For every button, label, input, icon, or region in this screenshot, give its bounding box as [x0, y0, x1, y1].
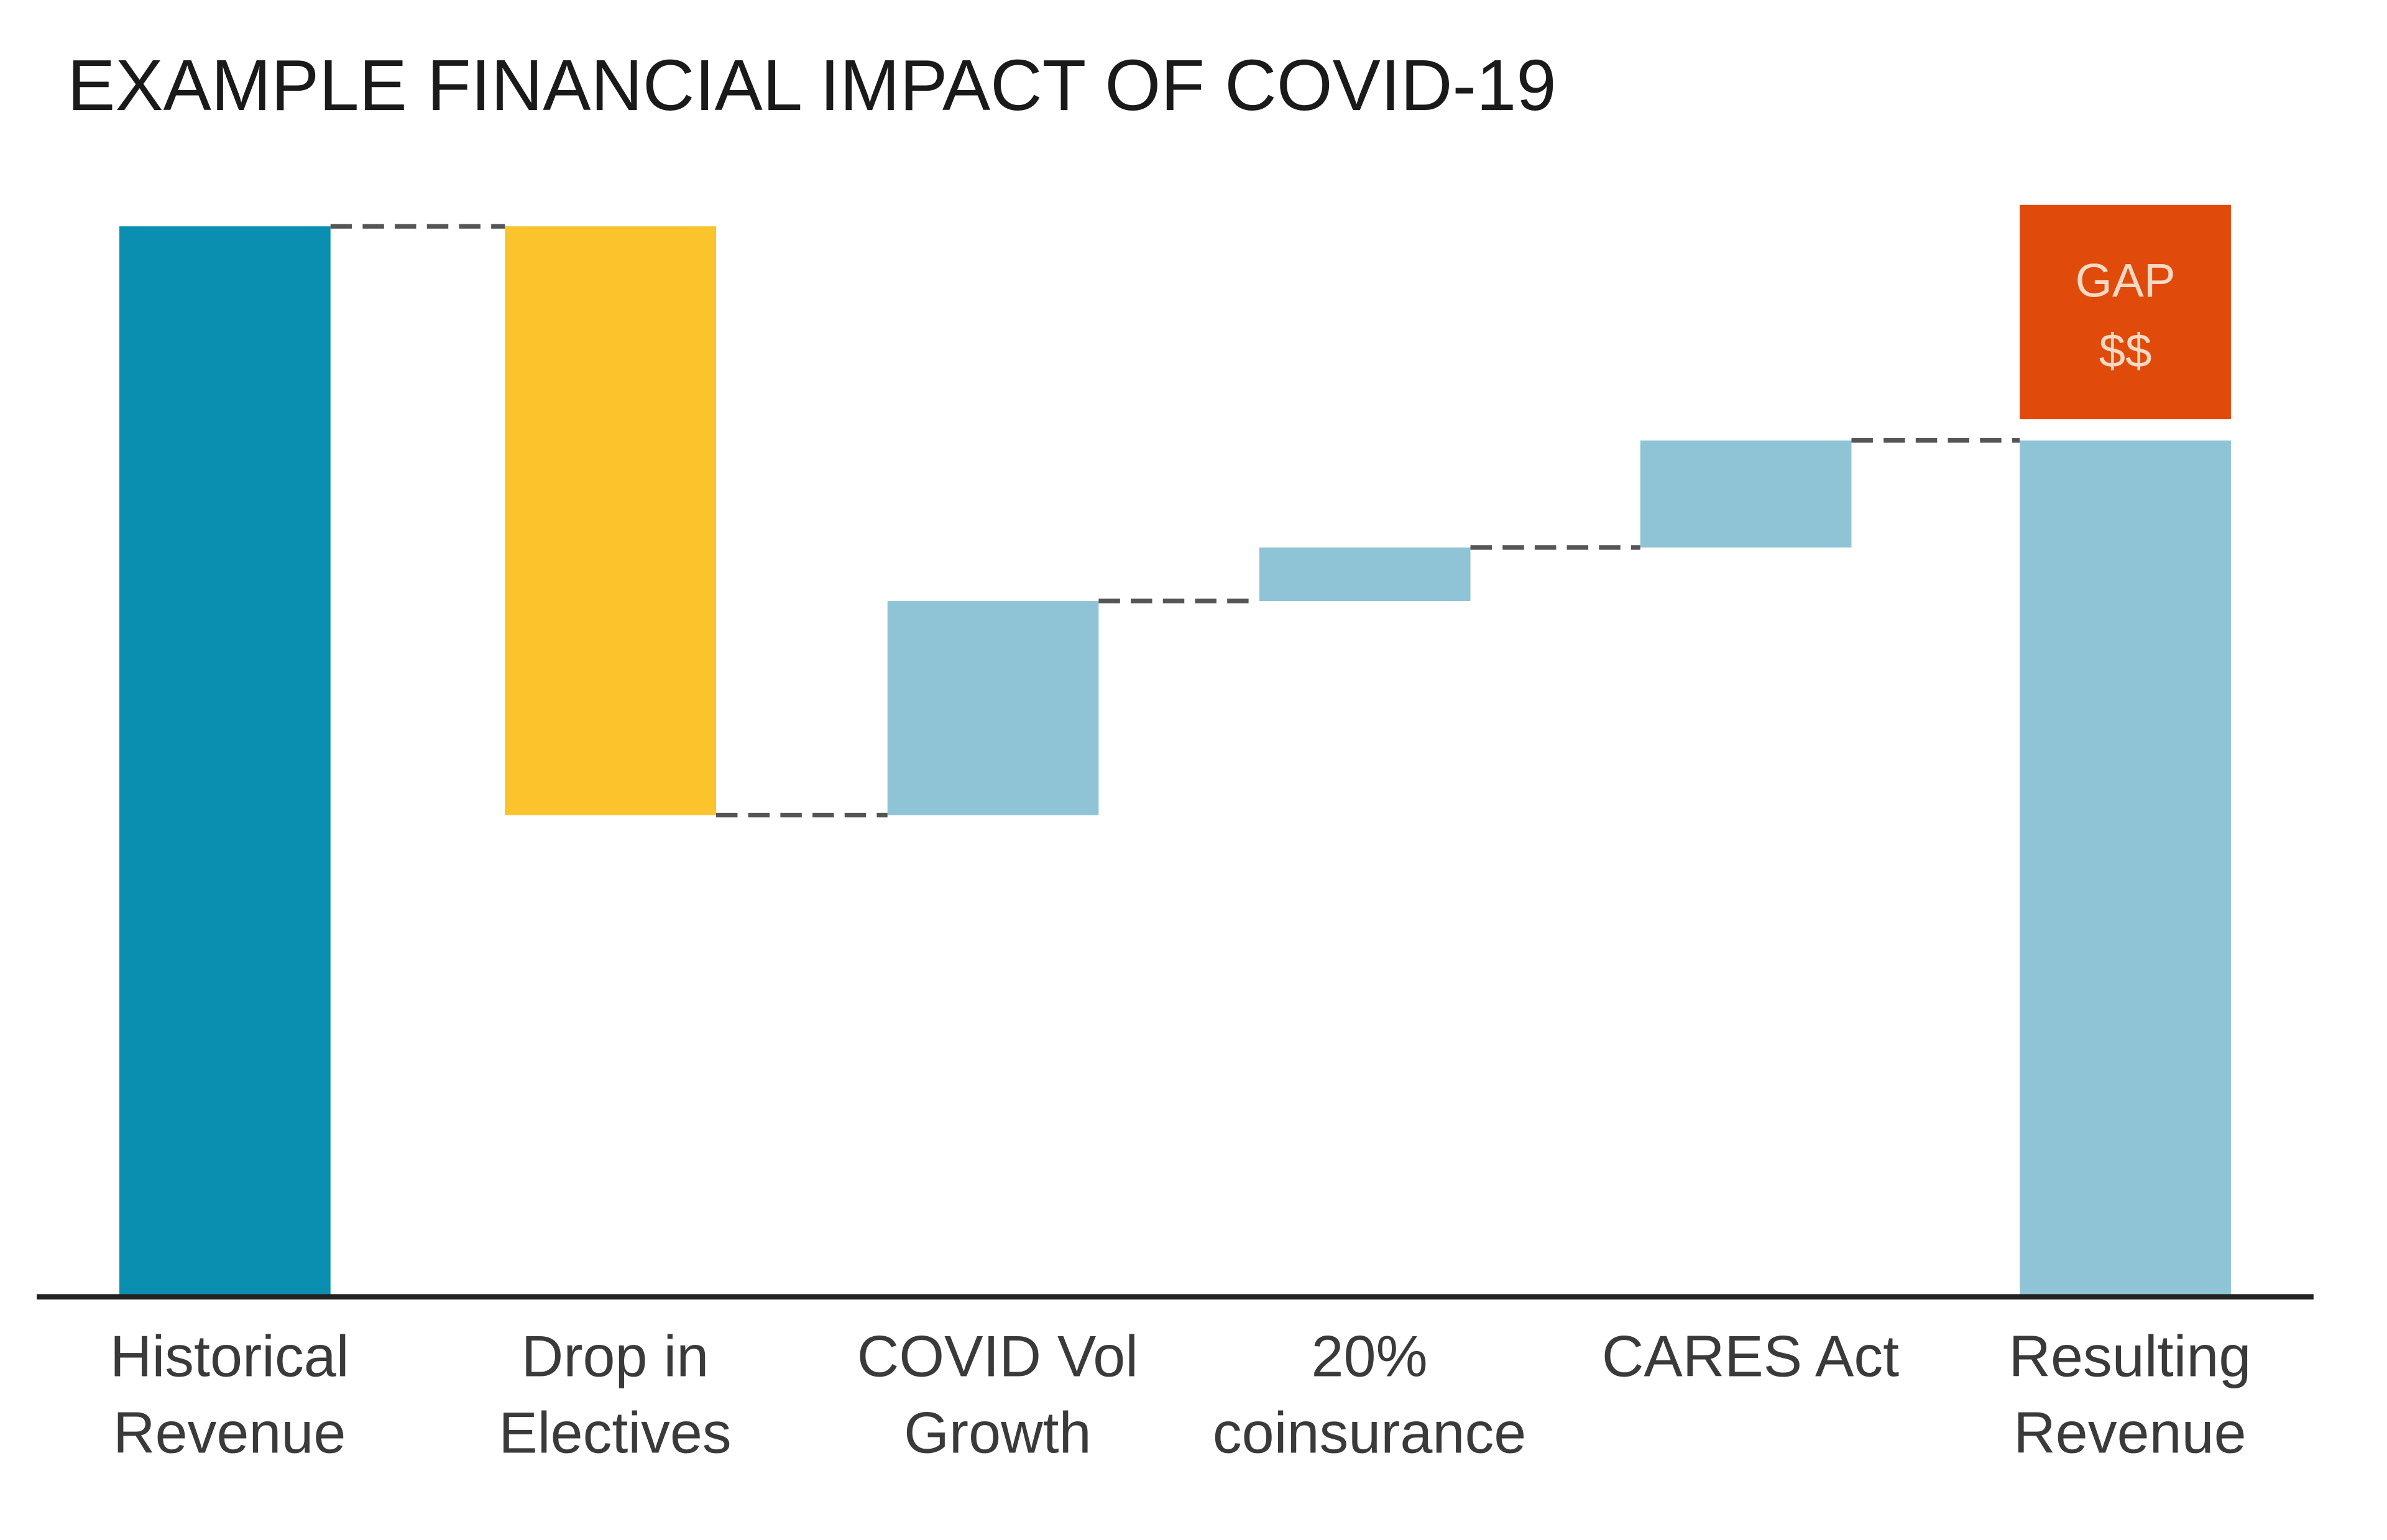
bar-drop-in-electives — [505, 226, 716, 815]
category-label: CARES Act — [1602, 1324, 1899, 1389]
bar-cares-act — [1640, 440, 1852, 548]
gap-annotation: GAP $$ — [2020, 204, 2231, 419]
category-label-line: Revenue — [113, 1400, 346, 1465]
bar-resulting-revenue — [2020, 440, 2231, 1297]
category-label-line: 20% — [1311, 1324, 1427, 1389]
bar-historical-revenue — [119, 226, 331, 1297]
bar-20-coinsurance — [1259, 547, 1471, 602]
gap-amount-label: $$ — [2099, 325, 2152, 378]
category-label: 20% coinsurance — [1213, 1324, 1526, 1465]
chart-title: EXAMPLE FINANCIAL IMPACT OF COVID-19 — [67, 45, 1556, 126]
category-label: COVID Vol Growth — [857, 1324, 1138, 1465]
bar-covid-vol-growth — [887, 601, 1099, 815]
connectors-layer — [330, 224, 2020, 818]
gap-label: GAP — [2076, 254, 2176, 307]
bars-layer — [119, 226, 2231, 1297]
category-label: Historical Revenue — [110, 1324, 349, 1465]
category-label-line: Drop in — [522, 1324, 709, 1389]
category-label-line: coinsurance — [1213, 1400, 1526, 1465]
category-label-line: Historical — [110, 1324, 349, 1389]
category-label-line: CARES Act — [1602, 1324, 1899, 1389]
category-label-line: COVID Vol — [857, 1324, 1138, 1389]
category-label-line: Revenue — [2013, 1400, 2246, 1465]
gap-box — [2020, 204, 2231, 419]
category-label-line: Resulting — [2008, 1324, 2251, 1389]
category-label: Drop in Electives — [499, 1324, 731, 1465]
category-label: Resulting Revenue — [2008, 1324, 2251, 1465]
category-label-line: Electives — [499, 1400, 731, 1465]
category-labels: Historical Revenue Drop in Electives COVID V… — [110, 1324, 2251, 1465]
category-label-line: Growth — [904, 1400, 1091, 1465]
